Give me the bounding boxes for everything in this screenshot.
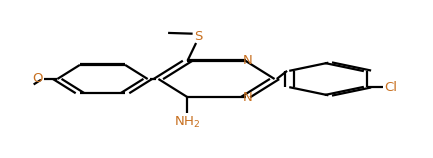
- Text: N: N: [243, 54, 252, 67]
- Text: S: S: [194, 30, 202, 43]
- Text: Cl: Cl: [385, 81, 397, 94]
- Text: O: O: [32, 73, 43, 85]
- Text: N: N: [243, 91, 252, 104]
- Text: NH$_2$: NH$_2$: [174, 115, 200, 130]
